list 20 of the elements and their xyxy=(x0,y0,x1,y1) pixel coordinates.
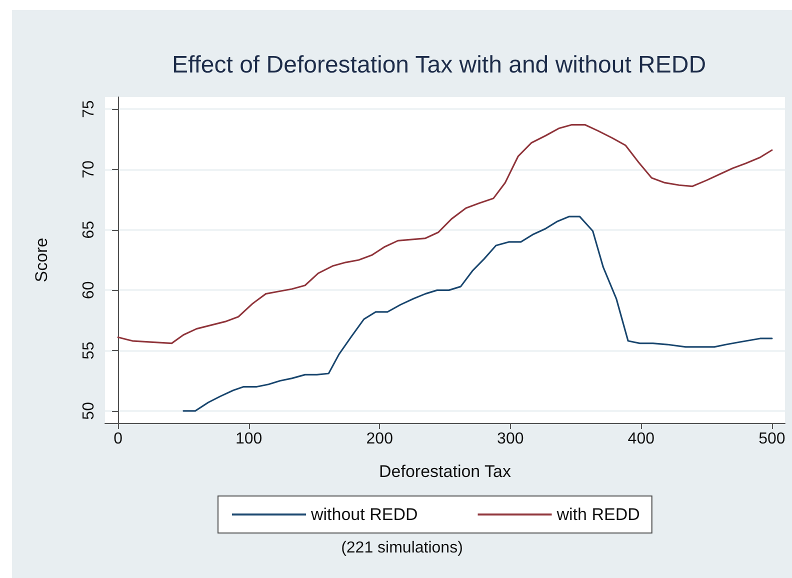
x-tick-label: 500 xyxy=(758,430,786,448)
text: (221 simulations) xyxy=(341,540,463,556)
legend-label: without REDD xyxy=(310,505,418,524)
y-tick-label: 65 xyxy=(80,220,98,239)
y-axis-title: Score xyxy=(32,238,51,282)
y-tick-label: 55 xyxy=(80,342,98,360)
x-tick-label: 100 xyxy=(235,430,262,448)
y-tick-label: 75 xyxy=(80,100,98,118)
x-tick-label: 200 xyxy=(366,430,394,448)
chart-title: Effect of Deforestation Tax with and without REDD xyxy=(172,52,706,78)
x-axis-title: Deforestation Tax xyxy=(379,462,512,481)
y-tick-label: 50 xyxy=(80,402,98,420)
y-tick-label: 70 xyxy=(80,160,98,178)
line-series xyxy=(182,216,773,412)
y-tick-label: 60 xyxy=(80,281,98,300)
x-tick-label: 300 xyxy=(497,430,524,448)
x-tick-label: 0 xyxy=(114,430,123,448)
line-series xyxy=(117,124,773,344)
legend-label: with REDD xyxy=(556,505,640,524)
x-tick-label: 400 xyxy=(628,430,655,448)
